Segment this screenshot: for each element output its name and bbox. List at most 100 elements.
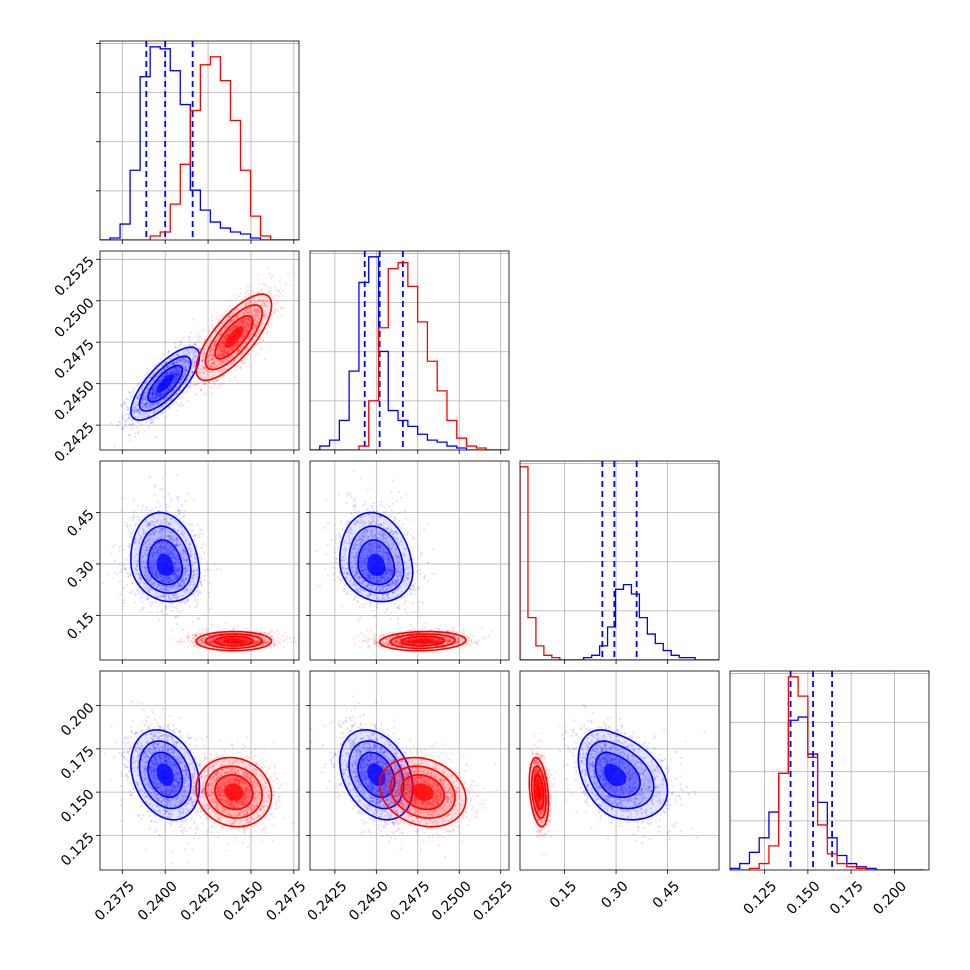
scatter-point [175, 378, 178, 381]
scatter-point [162, 410, 165, 413]
scatter-point [153, 410, 156, 413]
scatter-point [176, 366, 179, 369]
scatter-point [144, 403, 147, 406]
scatter-point [191, 384, 194, 387]
scatter-point [272, 295, 275, 298]
scatter-point [258, 282, 261, 285]
scatter-point [170, 372, 173, 375]
scatter-point [140, 412, 143, 415]
scatter-point [173, 378, 176, 381]
scatter-point [124, 397, 128, 401]
scatter-point [175, 607, 178, 610]
scatter-point [151, 394, 155, 397]
scatter-point [137, 414, 140, 417]
scatter-point [172, 361, 175, 364]
scatter-point [174, 370, 177, 373]
scatter-point [171, 371, 174, 374]
scatter-point [139, 596, 142, 600]
scatter-point [211, 319, 214, 322]
scatter-point [264, 300, 267, 303]
scatter-point [182, 365, 185, 368]
scatter-point [159, 393, 162, 397]
scatter-point [212, 380, 215, 383]
scatter-point [141, 402, 144, 406]
scatter-point [190, 362, 193, 365]
scatter-point [136, 426, 139, 429]
scatter-point [184, 366, 187, 369]
scatter-point [162, 364, 165, 367]
scatter-point [161, 394, 164, 397]
scatter-point [171, 367, 174, 371]
scatter-point [196, 597, 199, 600]
scatter-point [188, 354, 191, 357]
scatter-point [142, 412, 145, 415]
scatter-point [133, 510, 136, 513]
scatter-point [224, 335, 227, 338]
scatter-point [167, 492, 170, 495]
scatter-point [259, 329, 262, 332]
scatter-point [139, 411, 142, 414]
scatter-point [268, 289, 271, 292]
scatter-point [257, 317, 260, 320]
scatter-point [218, 347, 221, 350]
scatter-point [132, 387, 136, 390]
scatter-point [186, 349, 189, 352]
scatter-point [175, 385, 178, 388]
scatter-point [254, 354, 257, 357]
scatter-point [220, 568, 223, 572]
scatter-point [131, 409, 134, 412]
scatter-point [129, 533, 132, 536]
scatter-point [146, 399, 149, 402]
scatter-point [128, 413, 131, 416]
scatter-point [162, 405, 165, 408]
scatter-point [155, 396, 158, 399]
scatter-point [148, 402, 151, 405]
scatter-point [187, 604, 191, 608]
scatter-point [184, 374, 187, 377]
scatter-point [255, 325, 258, 328]
scatter-point [189, 375, 192, 378]
scatter-point [174, 379, 177, 382]
scatter-point [221, 341, 224, 344]
scatter-point [173, 367, 176, 370]
scatter-point [189, 331, 193, 335]
scatter-point [201, 329, 204, 332]
scatter-point [155, 403, 158, 406]
scatter-point [142, 405, 145, 408]
scatter-point [205, 370, 208, 373]
scatter-point [183, 368, 186, 371]
scatter-point [191, 620, 194, 623]
scatter-point [221, 362, 224, 365]
scatter-point [137, 420, 141, 423]
scatter-point [190, 523, 194, 526]
scatter-point [190, 349, 194, 352]
histogram-series-0 [100, 46, 299, 240]
scatter-point [185, 353, 188, 357]
scatter-point [262, 332, 265, 335]
scatter-point [173, 370, 176, 373]
scatter-point [182, 351, 185, 354]
scatter-point [198, 628, 201, 632]
scatter-point [181, 628, 184, 631]
scatter-point [239, 339, 242, 342]
scatter-point [242, 317, 245, 320]
scatter-point [153, 386, 156, 389]
scatter-point [144, 404, 147, 407]
scatter-point [166, 401, 169, 404]
scatter-point [147, 415, 150, 418]
scatter-point [192, 593, 195, 596]
scatter-point [153, 376, 157, 379]
scatter-point [177, 615, 180, 618]
scatter-point [178, 343, 181, 346]
scatter-point [151, 509, 154, 512]
scatter-point [182, 375, 185, 378]
scatter-point [124, 425, 128, 428]
scatter-point [187, 361, 190, 364]
scatter-point [182, 366, 185, 369]
scatter-point [246, 312, 249, 315]
scatter-point [216, 320, 219, 323]
scatter-point [272, 312, 275, 315]
scatter-point [170, 384, 173, 387]
scatter-point [281, 295, 284, 298]
scatter-point [168, 357, 171, 360]
